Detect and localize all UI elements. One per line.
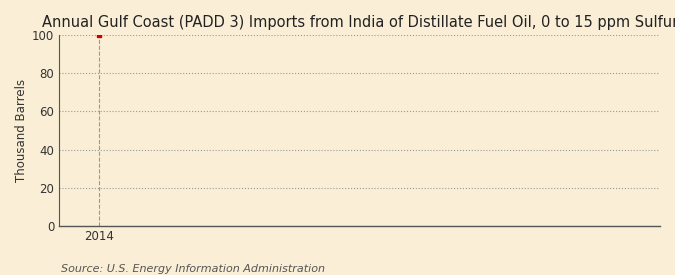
Y-axis label: Thousand Barrels: Thousand Barrels: [15, 79, 28, 182]
Title: Annual Gulf Coast (PADD 3) Imports from India of Distillate Fuel Oil, 0 to 15 pp: Annual Gulf Coast (PADD 3) Imports from …: [42, 15, 675, 30]
Text: Source: U.S. Energy Information Administration: Source: U.S. Energy Information Administ…: [61, 264, 325, 274]
